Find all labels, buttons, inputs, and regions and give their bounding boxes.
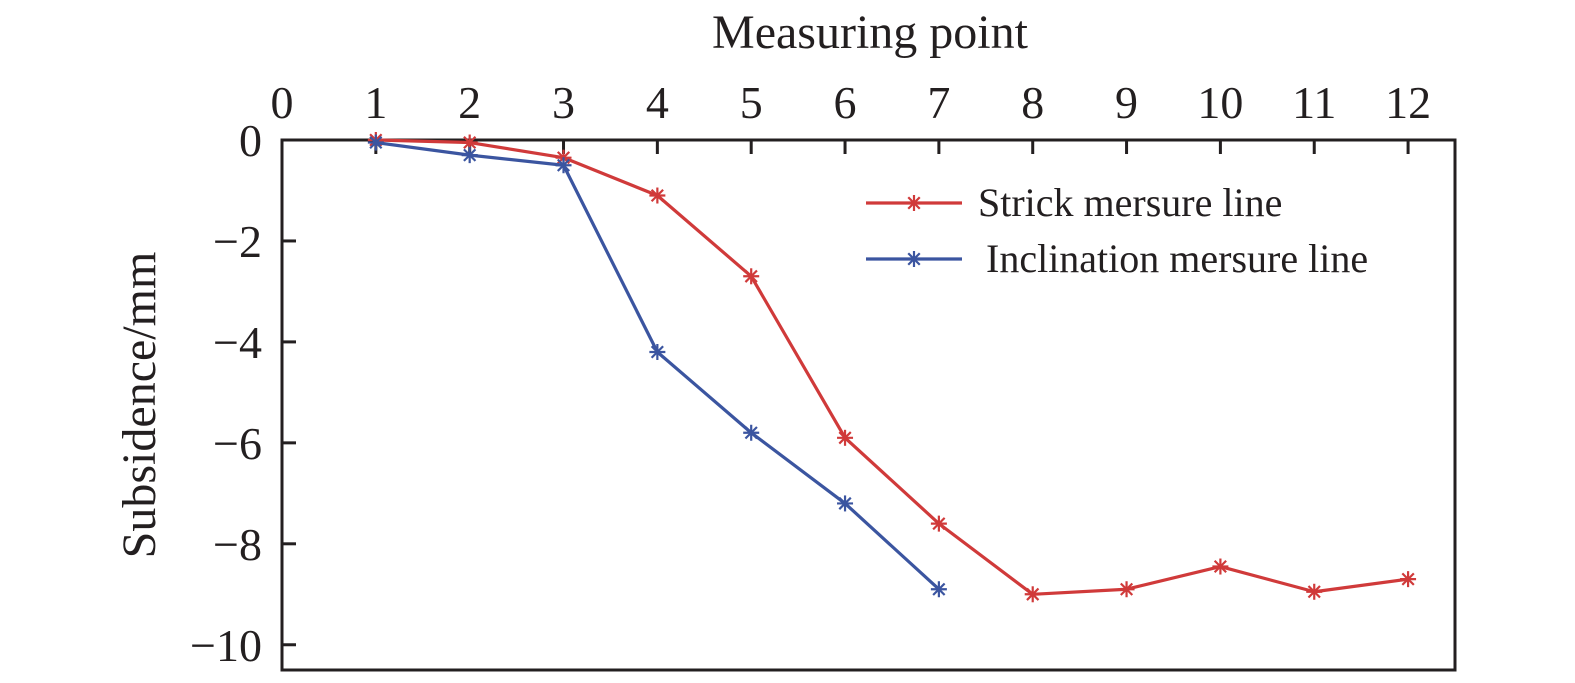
legend-label: Inclination mersure line [986,236,1368,281]
series-2-point [930,581,947,598]
y-axis-title: Subsidence/mm [113,252,166,559]
series-2-point [555,157,572,174]
legend-item-2: Inclination mersure line [866,236,1368,281]
x-tick-label: 2 [458,77,481,128]
x-tick-label: 5 [740,77,763,128]
series-1-point [1024,586,1041,603]
series-2-line [375,140,940,591]
legend-marker [906,195,922,211]
x-tick-label: 11 [1292,77,1336,128]
series-1-line [375,138,1409,596]
x-axis-title: Measuring point [712,6,1029,59]
x-tick-label: 12 [1385,77,1431,128]
series-2-point [649,344,666,360]
y-tick-label: −8 [213,519,262,570]
series-1-point [1306,583,1323,600]
x-tick-label: 3 [552,77,575,128]
series-1-point [930,515,947,532]
x-tick-label: 7 [927,77,950,128]
x-tick-label: 8 [1021,77,1044,128]
series-1-point [837,429,854,446]
y-tick-label: −4 [213,317,262,368]
x-tick-label: 4 [646,77,669,128]
y-tick-label: −2 [213,216,262,267]
y-axis: 0 −2 −4 −6 −8 −10 [190,115,296,671]
series-2-point [367,134,384,151]
x-tick-label: 9 [1115,77,1138,128]
series-1-point [743,268,760,285]
legend-label: Strick mersure line [978,180,1282,225]
series-1-point [1400,571,1417,588]
series-1-point [1212,558,1229,575]
series-2-point [743,424,760,441]
legend-marker [906,251,922,267]
x-tick-label: 6 [834,77,857,128]
series-layer [367,132,1417,603]
x-axis: 0 1 2 3 4 5 6 7 8 9 10 11 12 [271,77,1431,154]
plot-frame [280,138,1457,672]
legend: Strick mersure line Inclination mersure l… [866,180,1368,281]
x-tick-label: 1 [364,77,387,128]
y-tick-label: −6 [213,418,262,469]
series-2 [367,134,947,598]
y-tick-label: 0 [239,115,262,166]
series-2-point [461,147,478,164]
series-1-point [649,187,666,204]
series-1-point [1118,581,1135,598]
x-tick-label: 10 [1197,77,1243,128]
y-tick-label: −10 [190,620,262,671]
series-2-point [837,495,854,512]
legend-item-1: Strick mersure line [866,180,1282,225]
x-tick-label: 0 [271,77,294,128]
series-1-point [461,134,478,151]
